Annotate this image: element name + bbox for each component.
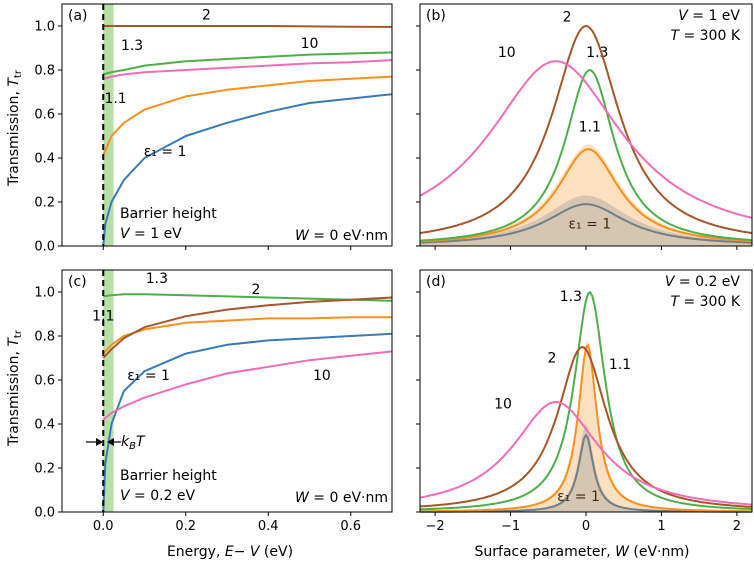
series-label-b-2: 1.3 — [586, 45, 608, 61]
ylabel-bottom: Transmission, Ttr — [6, 329, 24, 447]
series-label-d-0: ε₁ = 1 — [557, 489, 600, 505]
ytick-label-a-0: 0.0 — [34, 240, 55, 255]
series-label-c-0: ε₁ = 1 — [127, 368, 170, 384]
xtick-label-c-0: 0.0 — [93, 519, 114, 534]
series-label-d-1: 1.1 — [609, 357, 631, 373]
ytick-label-c-2: 0.4 — [34, 418, 55, 433]
a-barrier-text: Barrier height — [120, 206, 217, 222]
xtick-label-d-2: 0 — [582, 519, 590, 534]
series-label-b-4: 10 — [498, 45, 516, 61]
series-line-c-1 — [102, 316, 392, 355]
ytick-label-a-4: 0.8 — [34, 64, 55, 79]
ylabel-top: Transmission, Ttr — [6, 69, 24, 187]
ytick-label-c-3: 0.6 — [34, 374, 55, 389]
xtick-label-c-3: 0.6 — [340, 519, 361, 534]
series-label-d-3: 2 — [548, 350, 557, 366]
ytick-label-a-5: 1.0 — [34, 20, 55, 35]
series-line-b-1 — [419, 148, 753, 243]
series-line-a-2 — [103, 51, 393, 76]
xtick-label-c-2: 0.4 — [258, 519, 279, 534]
ytick-label-a-2: 0.4 — [34, 152, 55, 167]
c-kbt-text: kBT — [121, 434, 146, 452]
series-label-a-2: 1.3 — [121, 38, 143, 54]
panel-c: ε₁ = 1 1.1 1.3 2 10 0.0 0.2 0.4 0.6 0.0 0.2 0.4 0.6 0… — [34, 269, 393, 534]
series-line-c-0 — [102, 332, 393, 513]
ytick-label-c-0: 0.0 — [34, 506, 55, 521]
series-label-d-4: 10 — [494, 397, 512, 413]
series-label-a-3: 10 — [301, 36, 319, 52]
thermal-band-b-0 — [420, 195, 752, 246]
panel-d-tag: (d) — [426, 274, 446, 290]
series-line-c-4 — [102, 350, 393, 421]
xtick-label-d-3: 1 — [657, 519, 665, 534]
panel-b: ε₁ = 1 1.1 1.3 2 10 — [416, 3, 753, 250]
series-label-a-4: 2 — [202, 7, 211, 23]
xtick-label-d-4: 2 — [733, 519, 741, 534]
series-line-b-2 — [419, 69, 753, 242]
series-line-a-3 — [103, 59, 393, 80]
series-label-c-2: 1.3 — [146, 271, 168, 287]
ytick-label-c-5: 1.0 — [34, 286, 55, 301]
a-w-text: W = 0 eV·nm — [295, 228, 388, 244]
thermal-band-d-0 — [420, 424, 752, 512]
c-v-text: V = 0.2 eV — [120, 488, 196, 504]
panel-c-tag: (c) — [68, 274, 87, 290]
xtick-label-d-1: −1 — [501, 519, 520, 534]
series-line-a-1 — [102, 75, 393, 157]
d-t-text: T = 300 K — [670, 294, 740, 310]
series-label-a-1: 1.1 — [104, 91, 126, 107]
a-v-text: V = 1 eV — [120, 226, 182, 242]
panel-a: ε₁ = 1 1.1 1.3 10 2 0.0 0.2 0.4 0.6 0.8 1.0 — [34, 3, 393, 255]
xlabel-left: Energy, E− V (eV) — [167, 544, 293, 560]
thermal-band-d-1 — [420, 340, 752, 512]
series-label-d-2: 1.3 — [560, 289, 582, 305]
thermal-band-b-1 — [420, 144, 752, 246]
series-line-c-2 — [103, 293, 393, 302]
ytick-label-a-1: 0.2 — [34, 196, 55, 211]
series-line-b-3 — [419, 25, 753, 235]
shaded-band-a — [103, 4, 114, 246]
b-v-text: V = 1 eV — [678, 8, 740, 24]
d-v-text: V = 0.2 eV — [665, 274, 741, 290]
series-line-d-3 — [419, 346, 753, 508]
series-label-c-4: 10 — [313, 368, 331, 384]
series-label-b-1: 1.1 — [579, 120, 601, 136]
series-line-d-2 — [420, 291, 753, 511]
series-line-a-4 — [103, 25, 393, 28]
ytick-label-c-1: 0.2 — [34, 462, 55, 477]
series-label-b-3: 2 — [563, 10, 572, 26]
series-label-a-0: ε₁ = 1 — [144, 144, 187, 160]
series-line-d-1 — [420, 344, 752, 513]
xtick-label-c-1: 0.2 — [175, 519, 196, 534]
series-line-d-4 — [419, 401, 753, 506]
c-barrier-text: Barrier height — [120, 468, 217, 484]
series-label-c-3: 2 — [251, 282, 260, 298]
series-line-b-0 — [420, 203, 752, 244]
xlabel-right: Surface parameter, W (eV·nm) — [475, 544, 690, 560]
c-w-text: W = 0 eV·nm — [295, 490, 388, 506]
b-t-text: T = 300 K — [670, 28, 740, 44]
panel-b-tag: (b) — [426, 8, 446, 24]
series-line-a-0 — [102, 93, 393, 247]
kbt-arrows — [86, 438, 121, 446]
series-label-b-0: ε₁ = 1 — [568, 216, 611, 232]
series-line-c-3 — [102, 296, 393, 359]
shaded-band-c — [103, 270, 114, 512]
series-line-b-4 — [419, 60, 753, 219]
ytick-label-a-3: 0.6 — [34, 108, 55, 123]
axes-frame-c — [61, 269, 393, 513]
ytick-label-c-4: 0.8 — [34, 330, 55, 345]
panel-a-tag: (a) — [68, 8, 88, 24]
axes-frame-a — [61, 3, 393, 247]
xtick-label-d-0: −2 — [426, 519, 445, 534]
series-label-c-1: 1.1 — [92, 309, 114, 325]
panel-d: ε₁ = 1 1.1 1.3 2 10 −2 −1 0 1 2 — [416, 269, 753, 534]
